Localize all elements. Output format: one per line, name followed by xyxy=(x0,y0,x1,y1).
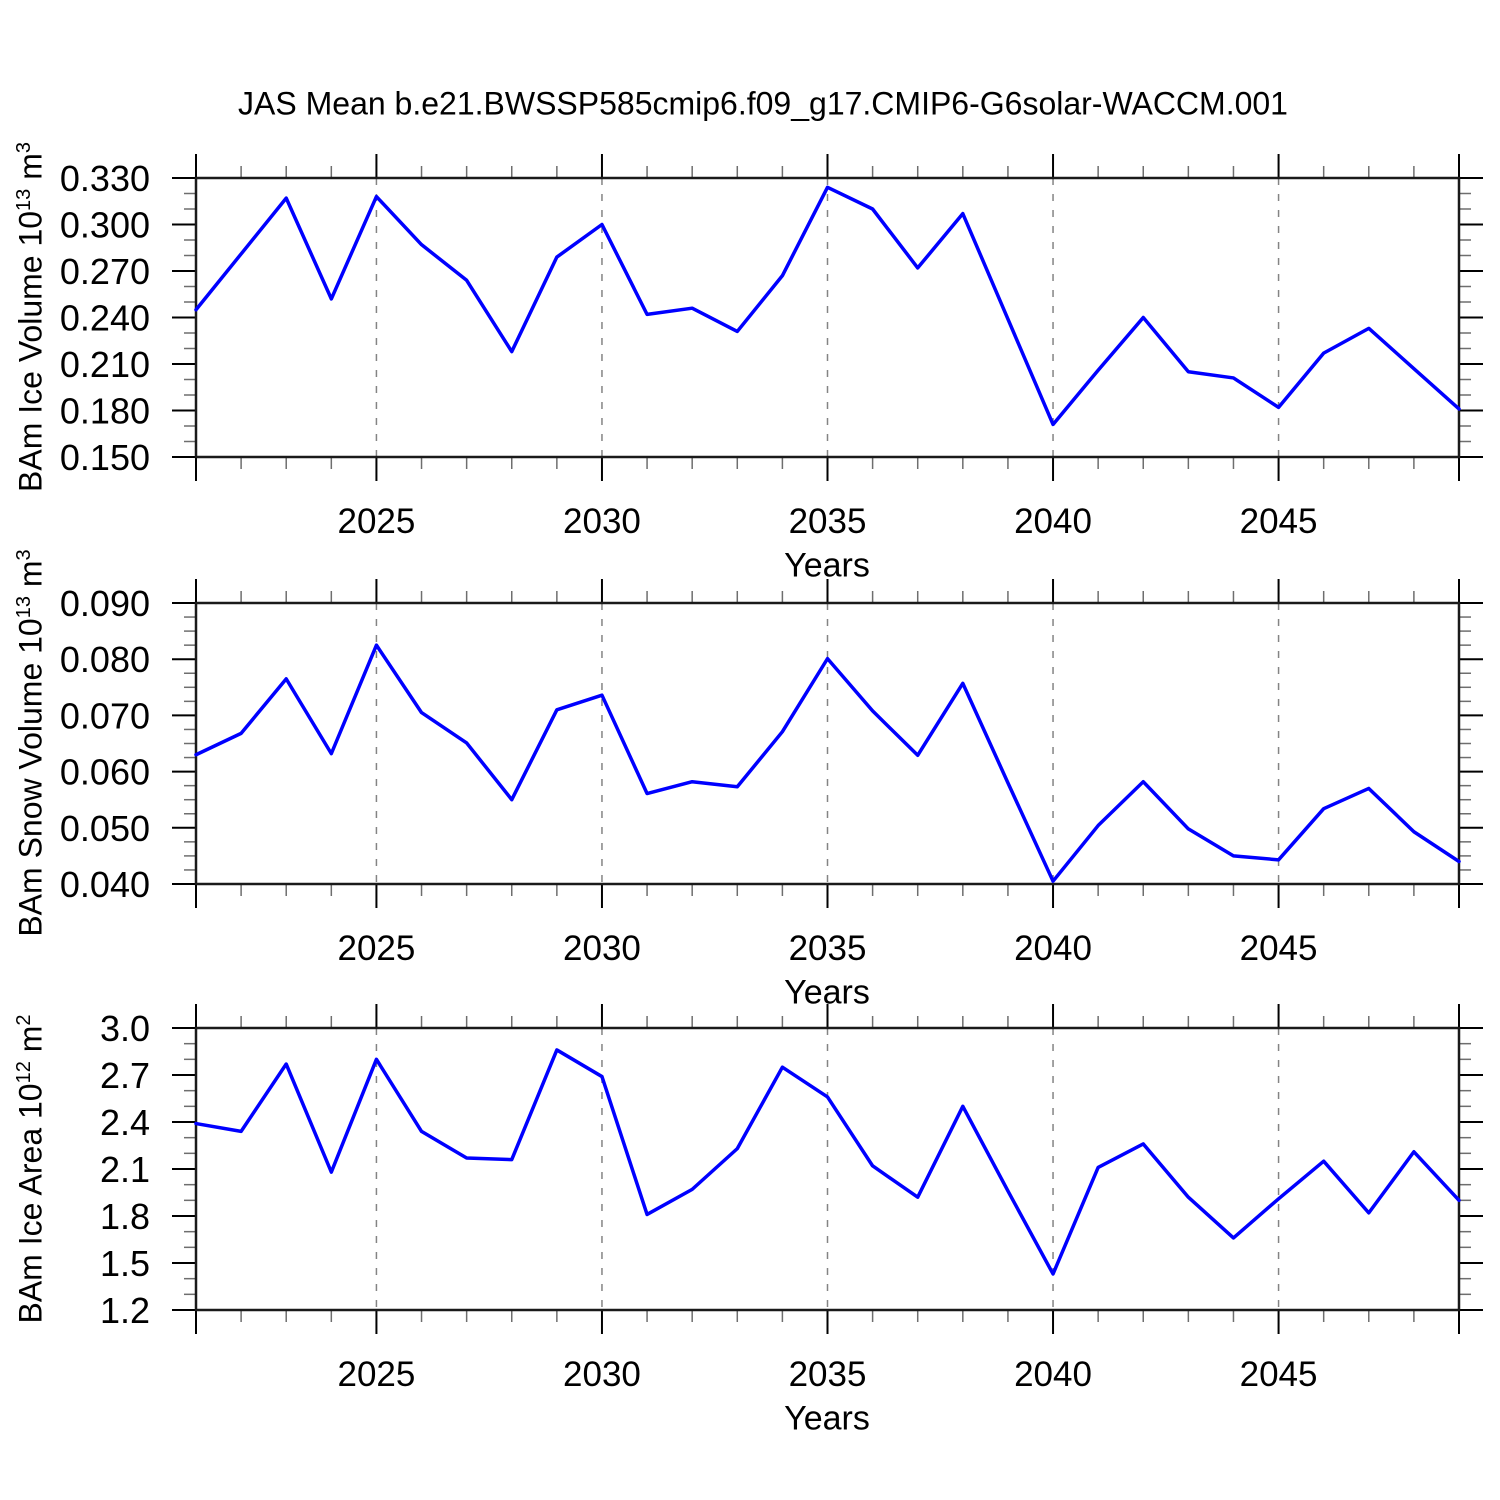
x-tick-label: 2045 xyxy=(1240,502,1318,541)
y-tick-label: 0.050 xyxy=(60,808,150,849)
x-tick-label: 2030 xyxy=(563,502,641,541)
y-axis-title-snow-volume: BAm Snow Volume 1013 m3 xyxy=(13,549,50,936)
y-axis-title-ice-area: BAm Ice Area 1012 m2 xyxy=(13,1014,50,1323)
y-tick-label: 1.5 xyxy=(100,1243,150,1284)
y-title-unit-exponent: 2 xyxy=(12,1014,35,1026)
x-axis-title-panel-3: Years xyxy=(784,1399,870,1438)
chart-title: JAS Mean b.e21.BWSSP585cmip6.f09_g17.CMI… xyxy=(238,85,1288,122)
y-tick-label: 2.7 xyxy=(100,1055,150,1096)
y-title-text: BAm Ice Volume 10 xyxy=(12,210,49,492)
x-tick-label: 2040 xyxy=(1014,502,1092,541)
y-tick-label: 2.1 xyxy=(100,1149,150,1190)
x-tick-label: 2035 xyxy=(789,929,867,968)
y-tick-label: 0.240 xyxy=(60,298,150,339)
x-tick-label: 2045 xyxy=(1240,929,1318,968)
x-tick-label: 2040 xyxy=(1014,1355,1092,1394)
y-tick-label: 0.150 xyxy=(60,437,150,478)
y-title-exponent: 12 xyxy=(12,1061,35,1084)
y-tick-label: 1.8 xyxy=(100,1196,150,1237)
panel-border-bam-snow-volume xyxy=(194,601,1461,886)
y-axis-title-ice-volume: BAm Ice Volume 1013 m3 xyxy=(13,142,50,492)
y-tick-label: 0.300 xyxy=(60,205,150,246)
x-tick-label: 2030 xyxy=(563,929,641,968)
series-line-bam-ice-volume xyxy=(194,185,1461,427)
x-tick-label: 2025 xyxy=(337,502,415,541)
y-tick-label: 0.270 xyxy=(60,251,150,292)
x-tick-label: 2035 xyxy=(789,1355,867,1394)
y-tick-label: 0.070 xyxy=(60,695,150,736)
x-tick-label: 2040 xyxy=(1014,929,1092,968)
series-line-bam-ice-area xyxy=(194,1048,1461,1276)
y-tick-label: 1.2 xyxy=(100,1290,150,1331)
y-title-unit: m xyxy=(12,560,49,597)
y-title-text: BAm Ice Area 10 xyxy=(12,1083,49,1324)
y-tick-label: 2.4 xyxy=(100,1102,150,1143)
y-title-exponent: 13 xyxy=(12,188,35,211)
x-tick-label: 2025 xyxy=(337,1355,415,1394)
y-tick-label: 0.180 xyxy=(60,391,150,432)
y-tick-label: 0.210 xyxy=(60,344,150,385)
y-title-unit: m xyxy=(12,153,49,189)
y-tick-label: 0.090 xyxy=(60,583,150,624)
y-tick-label: 0.080 xyxy=(60,639,150,680)
x-tick-label: 2025 xyxy=(337,929,415,968)
panel-border-bam-ice-volume xyxy=(194,176,1461,459)
x-tick-label: 2045 xyxy=(1240,1355,1318,1394)
y-title-unit-exponent: 3 xyxy=(12,549,35,561)
y-tick-label: 0.060 xyxy=(60,752,150,793)
series-line-bam-snow-volume xyxy=(194,643,1461,883)
x-axis-title-panel-1: Years xyxy=(784,546,870,585)
y-title-exponent: 13 xyxy=(12,596,35,619)
y-title-unit: m xyxy=(12,1025,49,1062)
x-tick-label: 2030 xyxy=(563,1355,641,1394)
x-axis-title-panel-2: Years xyxy=(784,973,870,1012)
y-tick-label: 0.330 xyxy=(60,158,150,199)
y-tick-label: 3.0 xyxy=(100,1008,150,1049)
x-tick-label: 2035 xyxy=(789,502,867,541)
panel-border-bam-ice-area xyxy=(194,1026,1461,1312)
y-tick-label: 0.040 xyxy=(60,864,150,905)
y-title-unit-exponent: 3 xyxy=(12,142,35,154)
y-title-text: BAm Snow Volume 10 xyxy=(12,618,49,937)
